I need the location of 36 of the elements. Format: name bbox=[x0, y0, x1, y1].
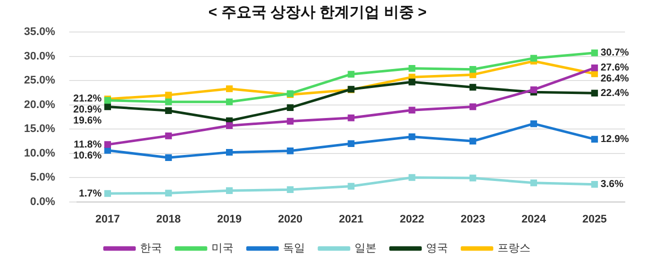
y-tick-label: 10.0% bbox=[24, 147, 56, 160]
y-tick-label: 0.0% bbox=[30, 196, 56, 208]
data-label: 22.4% bbox=[600, 88, 630, 99]
data-label: 26.4% bbox=[600, 74, 630, 85]
data-label: 3.6% bbox=[600, 179, 624, 190]
x-tick-label: 2022 bbox=[400, 213, 424, 226]
data-label: 20.9% bbox=[73, 104, 102, 116]
data-label: 1.7% bbox=[78, 188, 102, 200]
legend-label: 프랑스 bbox=[498, 242, 530, 255]
x-tick-label: 2023 bbox=[460, 213, 486, 226]
x-tick-label: 2019 bbox=[217, 213, 242, 226]
x-tick-label: 2018 bbox=[156, 213, 181, 226]
legend-label: 일본 bbox=[354, 242, 376, 255]
data-label: 21.2% bbox=[73, 94, 102, 105]
y-tick-label: 25.0% bbox=[24, 74, 56, 87]
y-tick-label: 30.0% bbox=[24, 50, 56, 62]
x-tick-label: 2024 bbox=[521, 213, 547, 226]
data-label: 30.7% bbox=[600, 48, 630, 59]
legend-label: 영국 bbox=[426, 242, 448, 255]
data-label: 27.6% bbox=[600, 62, 630, 74]
x-tick-label: 2025 bbox=[582, 213, 607, 226]
x-tick-label: 2017 bbox=[95, 213, 120, 226]
y-tick-label: 20.0% bbox=[24, 98, 56, 111]
data-label: 11.8% bbox=[74, 139, 102, 150]
y-tick-label: 5.0% bbox=[30, 172, 56, 184]
y-tick-label: 15.0% bbox=[24, 123, 56, 136]
data-label: 19.6% bbox=[73, 116, 102, 127]
legend-label: 한국 bbox=[140, 242, 162, 255]
x-tick-label: 2020 bbox=[278, 213, 302, 226]
data-label: 10.6% bbox=[73, 150, 102, 162]
x-tick-label: 2021 bbox=[338, 213, 364, 226]
data-label: 12.9% bbox=[600, 134, 630, 145]
legend-label: 독일 bbox=[283, 242, 305, 255]
legend-label: 미국 bbox=[212, 242, 234, 255]
y-tick-label: 35.0% bbox=[24, 26, 56, 38]
chart-title: < 주요국 상장사 한계기업 비중 > bbox=[208, 4, 427, 22]
